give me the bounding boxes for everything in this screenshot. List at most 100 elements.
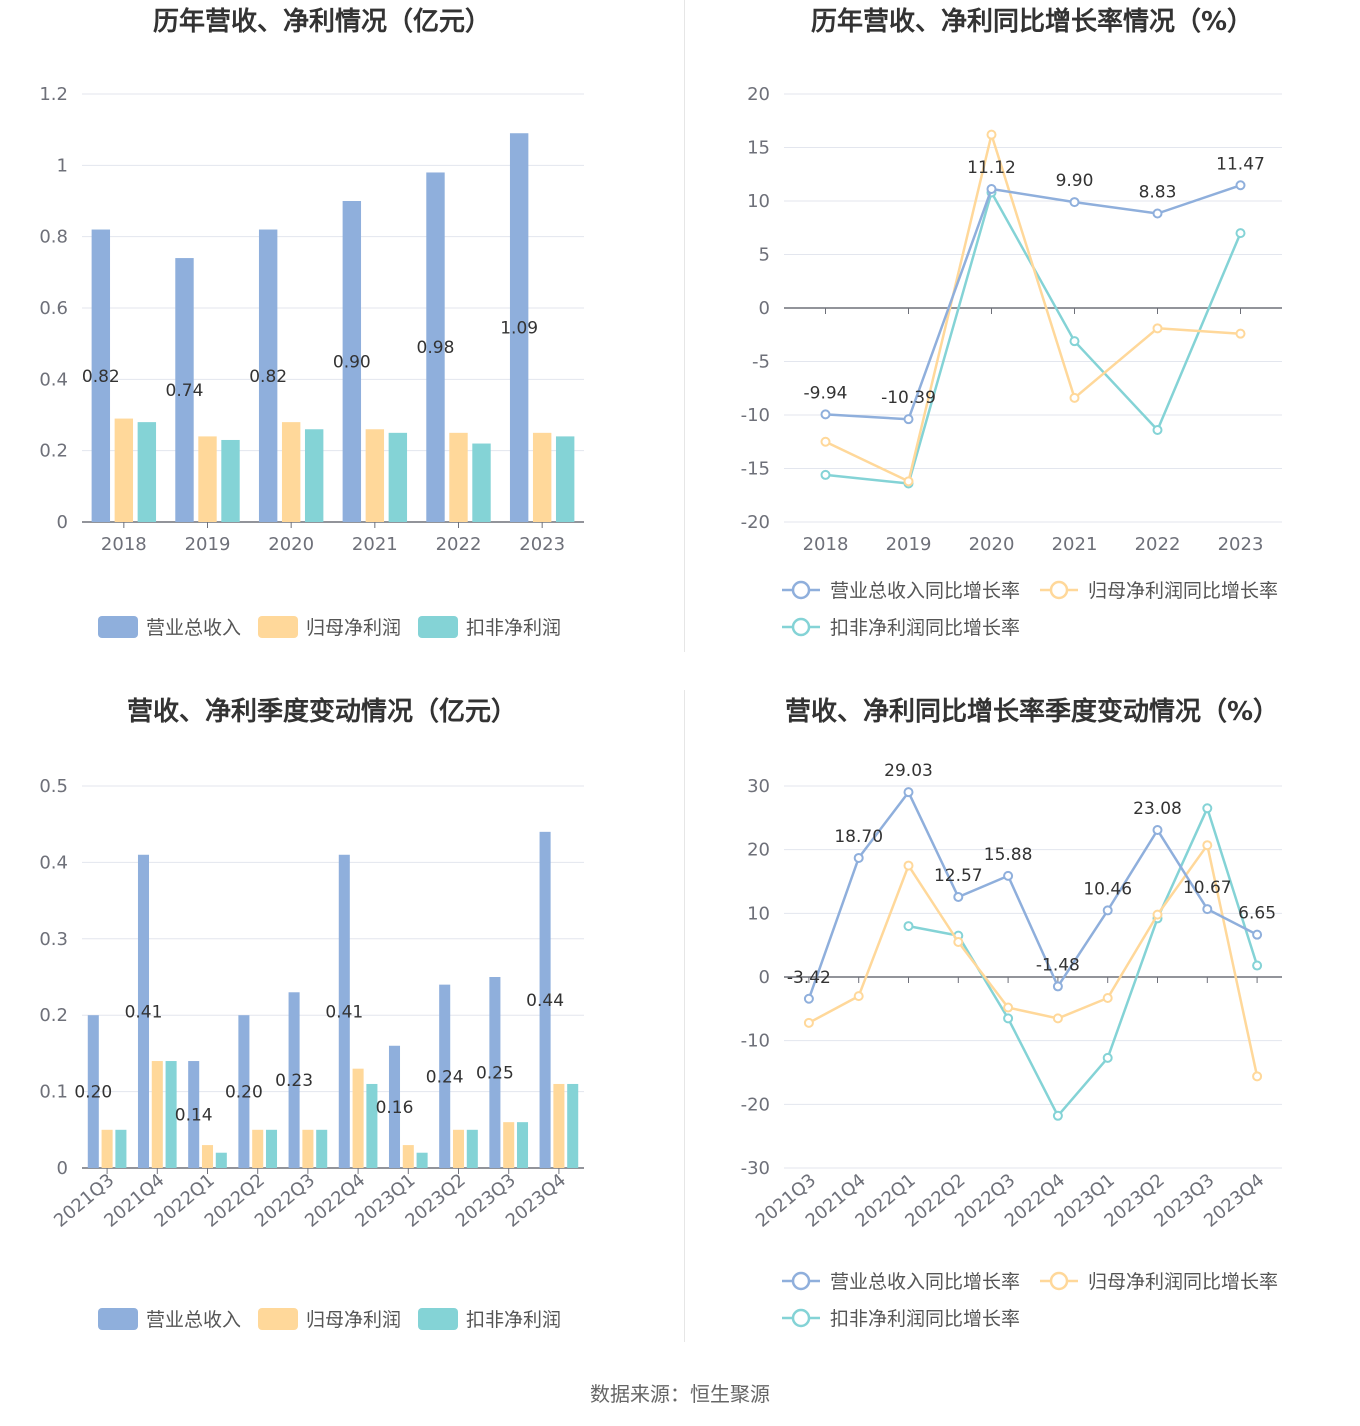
bar-parent-net-profit (302, 1129, 314, 1168)
x-tick-label: 2022 (436, 534, 482, 555)
bar-revenue (175, 258, 194, 522)
y-tick-label: 0.3 (39, 929, 68, 950)
point-value-label: -10.39 (881, 388, 936, 408)
legend-marker (1049, 580, 1069, 600)
bar-value-label: 0.20 (225, 1083, 263, 1103)
bar-value-label: 0.98 (417, 338, 455, 358)
chart-svg: 营收、净利同比增长率季度变动情况（%）-30-20-1001020302021Q… (741, 696, 1282, 1330)
divider-top (684, 0, 685, 652)
data-point (853, 991, 864, 1002)
point-value-label: 8.83 (1139, 183, 1177, 203)
y-tick-label: 1.2 (39, 84, 68, 105)
y-tick-label: -10 (741, 405, 770, 426)
y-tick-label: 0.5 (39, 776, 68, 797)
y-tick-label: -20 (741, 1094, 770, 1115)
bar-deducted-net-profit (366, 1083, 378, 1168)
point-value-label: 29.03 (884, 761, 933, 781)
point-value-label: -3.42 (787, 968, 831, 988)
point-value-label: 10.67 (1183, 878, 1232, 898)
legend-swatch (418, 1308, 458, 1330)
series-line (807, 790, 1258, 1000)
y-tick-label: 0.4 (39, 852, 68, 873)
legend-label: 营业总收入 (146, 1309, 241, 1331)
bar-value-label: 1.09 (500, 319, 538, 339)
chart-title: 历年营收、净利情况（亿元） (153, 6, 491, 37)
data-point (1235, 180, 1246, 191)
legend-label: 营业总收入同比增长率 (830, 1271, 1020, 1293)
bar-revenue (388, 1045, 401, 1168)
bar-revenue (342, 201, 362, 522)
y-tick-label: 5 (759, 245, 770, 266)
data-point (903, 476, 914, 487)
point-value-label: 11.47 (1216, 154, 1265, 174)
data-point (1003, 1013, 1014, 1024)
bar-parent-net-profit (532, 432, 552, 522)
legend-label: 归母净利润同比增长率 (1088, 1271, 1278, 1293)
chart-svg: 营收、净利季度变动情况（亿元）00.10.20.30.40.52021Q30.2… (39, 696, 584, 1331)
y-tick-label: 0.6 (39, 298, 68, 319)
legend-marker (791, 580, 811, 600)
bar-parent-net-profit (101, 1129, 113, 1168)
x-tick-label: 2018 (101, 534, 147, 555)
divider-bottom (684, 690, 685, 1342)
data-point (1069, 336, 1080, 347)
quarterly-growth-rate-chart: 营收、净利同比增长率季度变动情况（%） -30 -20 -10 0 10 20 30 2021Q… (680, 690, 1360, 1380)
y-tick-label: -5 (752, 352, 770, 373)
series-line (825, 184, 1241, 421)
bar-parent-net-profit (114, 418, 134, 522)
bar-value-label: 0.23 (275, 1071, 313, 1091)
point-value-label: -1.48 (1036, 955, 1080, 975)
data-point (1202, 840, 1213, 851)
bar-parent-net-profit (281, 422, 301, 522)
legend-label: 归母净利润 (306, 1309, 401, 1331)
annual-revenue-profit-chart: 历年营收、净利情况（亿元） 0 0.2 0.4 0.6 0.8 1 1.2 2018 0.82 20… (0, 0, 680, 690)
legend-swatch (258, 1308, 298, 1330)
bar-deducted-net-profit (304, 429, 324, 522)
data-point (1235, 228, 1246, 239)
bar-parent-net-profit (449, 432, 468, 522)
bar-deducted-net-profit (316, 1129, 328, 1168)
legend-marker (791, 1271, 811, 1291)
y-tick-label: -10 (741, 1031, 770, 1052)
x-tick-label: 2019 (886, 534, 932, 555)
series-line (824, 133, 1241, 483)
x-tick-label: 2023 (1218, 534, 1264, 555)
bar-parent-net-profit (252, 1129, 264, 1168)
y-tick-label: 15 (747, 138, 770, 159)
series-line (825, 191, 1242, 485)
data-point (1152, 208, 1163, 219)
quarterly-revenue-profit-chart: 营收、净利季度变动情况（亿元） 0 0.1 0.2 0.3 0.4 0.5 2021Q3 0.2… (0, 690, 680, 1380)
series-line (908, 807, 1259, 1118)
bar-revenue (288, 992, 300, 1168)
data-point (1102, 993, 1113, 1004)
point-value-label: -9.94 (804, 383, 848, 403)
bar-value-label: 0.20 (74, 1083, 112, 1103)
bar-deducted-net-profit (215, 1152, 227, 1168)
y-tick-label: -30 (741, 1158, 770, 1179)
bar-revenue (188, 1061, 200, 1168)
y-tick-label: 0 (759, 967, 770, 988)
data-point (1252, 1071, 1263, 1082)
bar-revenue (258, 229, 278, 523)
bar-value-label: 0.41 (125, 1002, 163, 1022)
data-point (820, 469, 831, 480)
bar-value-label: 0.41 (325, 1002, 363, 1022)
bar-parent-net-profit (198, 436, 217, 522)
data-point (986, 184, 997, 195)
point-value-label: 11.12 (967, 158, 1016, 178)
bar-revenue (238, 1015, 250, 1168)
data-point (1152, 909, 1163, 920)
bar-revenue (509, 133, 529, 522)
bar-value-label: 0.16 (376, 1098, 414, 1118)
bar-parent-net-profit (402, 1145, 414, 1168)
point-value-label: 15.88 (984, 845, 1033, 865)
bar-revenue (439, 984, 451, 1168)
bar-revenue (426, 172, 445, 522)
y-tick-label: 10 (747, 191, 770, 212)
bar-parent-net-profit (151, 1061, 163, 1168)
data-point (1069, 197, 1080, 208)
y-tick-label: -15 (741, 459, 770, 480)
bar-value-label: 0.14 (175, 1106, 213, 1126)
data-point (903, 860, 914, 871)
legend-label: 扣非净利润 (466, 1309, 561, 1331)
